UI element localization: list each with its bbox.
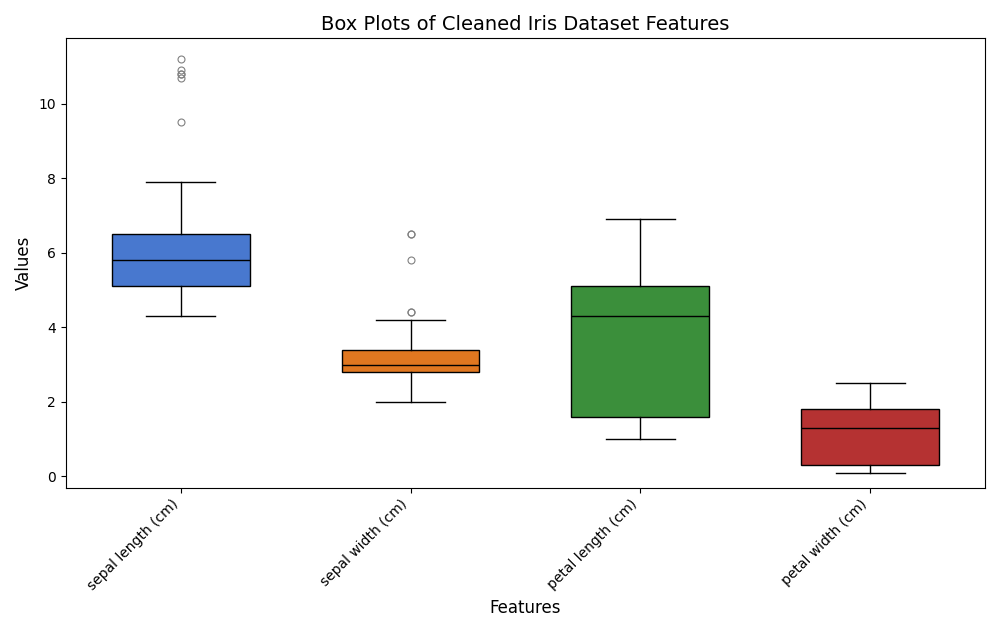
X-axis label: Features: Features: [490, 599, 561, 617]
PathPatch shape: [571, 286, 709, 416]
Y-axis label: Values: Values: [15, 236, 33, 290]
PathPatch shape: [342, 349, 479, 372]
Title: Box Plots of Cleaned Iris Dataset Features: Box Plots of Cleaned Iris Dataset Featur…: [321, 15, 730, 34]
PathPatch shape: [112, 234, 250, 286]
PathPatch shape: [801, 410, 939, 465]
